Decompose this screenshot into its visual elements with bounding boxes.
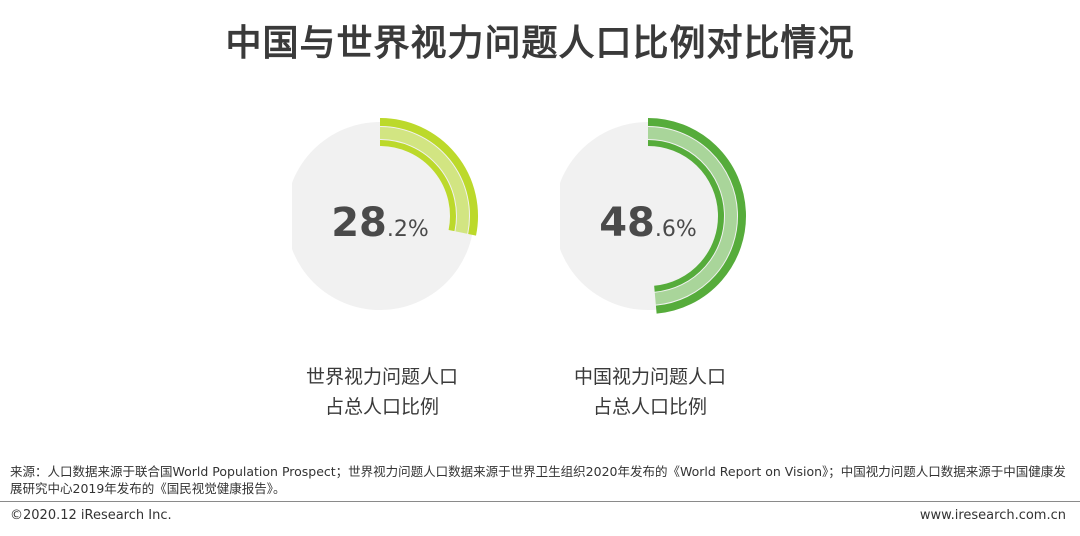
world-outer-arc (379, 118, 478, 236)
world-value-label: 28.2% (280, 200, 480, 246)
china-caption-line1: 中国视力问题人口 (573, 366, 726, 388)
source-note: 来源：人口数据来源于联合国World Population Prospect；世… (10, 464, 1066, 496)
world-inner-arc (379, 140, 456, 232)
world-band-arc (379, 127, 469, 234)
world-caption: 世界视力问题人口 占总人口比例 (262, 362, 502, 422)
china-track-circle (560, 122, 742, 310)
world-caption-line2: 占总人口比例 (324, 396, 439, 418)
china-caption: 中国视力问题人口 占总人口比例 (530, 362, 770, 422)
page-title: 中国与世界视力问题人口比例对比情况 (225, 23, 855, 64)
world-value-dec: .2% (386, 217, 429, 242)
china-band-arc (647, 127, 737, 305)
website-link[interactable]: www.iresearch.com.cn (919, 508, 1066, 523)
china-value-label: 48.6% (548, 200, 748, 246)
china-value-dec: .6% (654, 217, 697, 242)
china-ratio-svg (560, 118, 746, 314)
china-caption-line2: 占总人口比例 (592, 396, 707, 418)
world-value-int: 28 (331, 200, 387, 246)
world-caption-line1: 世界视力问题人口 (305, 366, 458, 388)
footer-divider (0, 501, 1080, 502)
china-ratio-chart: 48.6% (560, 110, 800, 340)
china-outer-arc (647, 118, 746, 314)
world-ratio-chart: 28.2% (292, 110, 532, 340)
china-value-int: 48 (599, 200, 655, 246)
copyright-text: ©2020.12 iResearch Inc. (10, 508, 172, 523)
china-inner-arc (647, 140, 724, 292)
world-ratio-svg (292, 118, 478, 310)
world-track-circle (292, 122, 474, 310)
